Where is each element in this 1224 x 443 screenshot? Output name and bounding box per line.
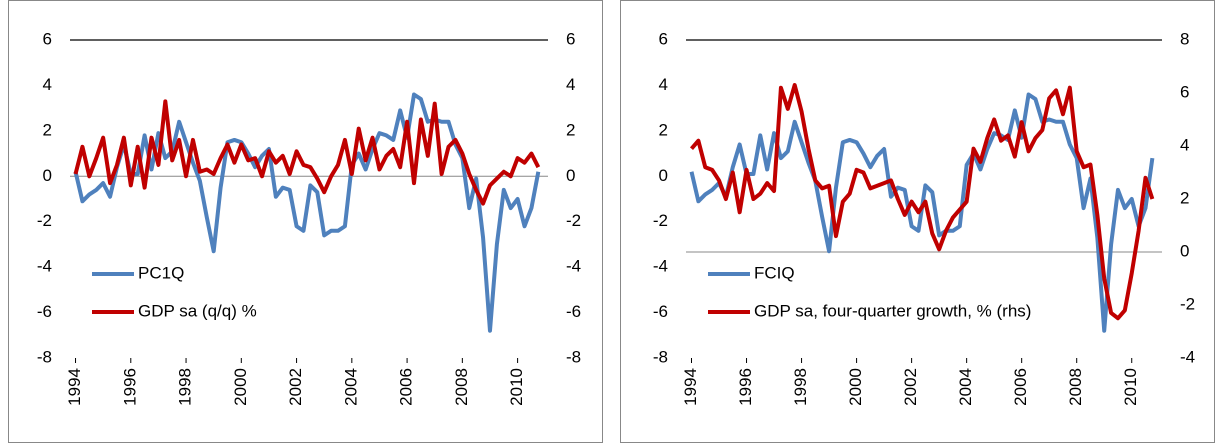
y-tick-label: -4	[653, 257, 668, 276]
y2-tick-label: -6	[566, 302, 581, 321]
y-tick-label: -4	[37, 257, 52, 276]
y-tick-label: -2	[653, 211, 668, 230]
y-tick-label: -6	[653, 302, 668, 321]
y-tick-label: 2	[43, 120, 52, 139]
y2-tick-label: -8	[566, 347, 581, 366]
y-tick-label: -8	[653, 347, 668, 366]
x-tick-label: 1994	[681, 368, 700, 406]
y-tick-label: 6	[43, 29, 52, 48]
x-tick-label: 1994	[65, 368, 84, 406]
y2-tick-label: -2	[1180, 294, 1195, 313]
x-tick-label: 2002	[901, 368, 920, 406]
x-tick-label: 2002	[286, 368, 305, 406]
y2-tick-label: 0	[566, 166, 575, 185]
x-tick-label: 1996	[736, 368, 755, 406]
y-tick-label: -2	[37, 211, 52, 230]
x-tick-label: 2000	[231, 368, 250, 406]
y-tick-label: 2	[659, 120, 668, 139]
legend-label: PC1Q	[138, 263, 184, 282]
y2-tick-label: -4	[1180, 347, 1195, 366]
series-line	[689, 83, 1155, 321]
x-tick-label: 2004	[341, 368, 360, 406]
series-line	[73, 99, 541, 206]
y2-tick-label: 4	[1180, 135, 1189, 154]
x-tick-label: 2008	[452, 368, 471, 406]
x-tick-label: 2010	[507, 368, 526, 406]
y2-tick-label: 4	[566, 75, 575, 94]
y2-tick-label: 6	[566, 29, 575, 48]
x-tick-label: 2006	[397, 368, 416, 406]
y2-tick-label: -4	[566, 257, 581, 276]
y-tick-label: -8	[37, 347, 52, 366]
x-tick-label: 2000	[846, 368, 865, 406]
y2-tick-label: 2	[566, 120, 575, 139]
x-tick-label: 2008	[1066, 368, 1085, 406]
y-tick-label: 4	[659, 75, 668, 94]
legend-label: GDP sa (q/q) %	[138, 301, 257, 320]
y2-tick-label: 2	[1180, 188, 1189, 207]
legend-label: FCIQ	[754, 263, 795, 282]
series-line	[73, 92, 541, 333]
legend-label: GDP sa, four-quarter growth, % (rhs)	[754, 301, 1031, 320]
y2-tick-label: 0	[1180, 241, 1189, 260]
y-tick-label: 4	[43, 75, 52, 94]
y-tick-label: 6	[659, 29, 668, 48]
x-tick-label: 1996	[120, 368, 139, 406]
x-tick-label: 2004	[956, 368, 975, 406]
y2-tick-label: 6	[1180, 82, 1189, 101]
series-line	[689, 92, 1155, 333]
y2-tick-label: -2	[566, 211, 581, 230]
y-tick-label: 0	[659, 166, 668, 185]
x-tick-label: 2010	[1121, 368, 1140, 406]
x-tick-label: 2006	[1011, 368, 1030, 406]
x-tick-label: 1998	[791, 368, 810, 406]
x-tick-label: 1998	[176, 368, 195, 406]
y2-tick-label: 8	[1180, 29, 1189, 48]
y-tick-label: 0	[43, 166, 52, 185]
y-tick-label: -6	[37, 302, 52, 321]
